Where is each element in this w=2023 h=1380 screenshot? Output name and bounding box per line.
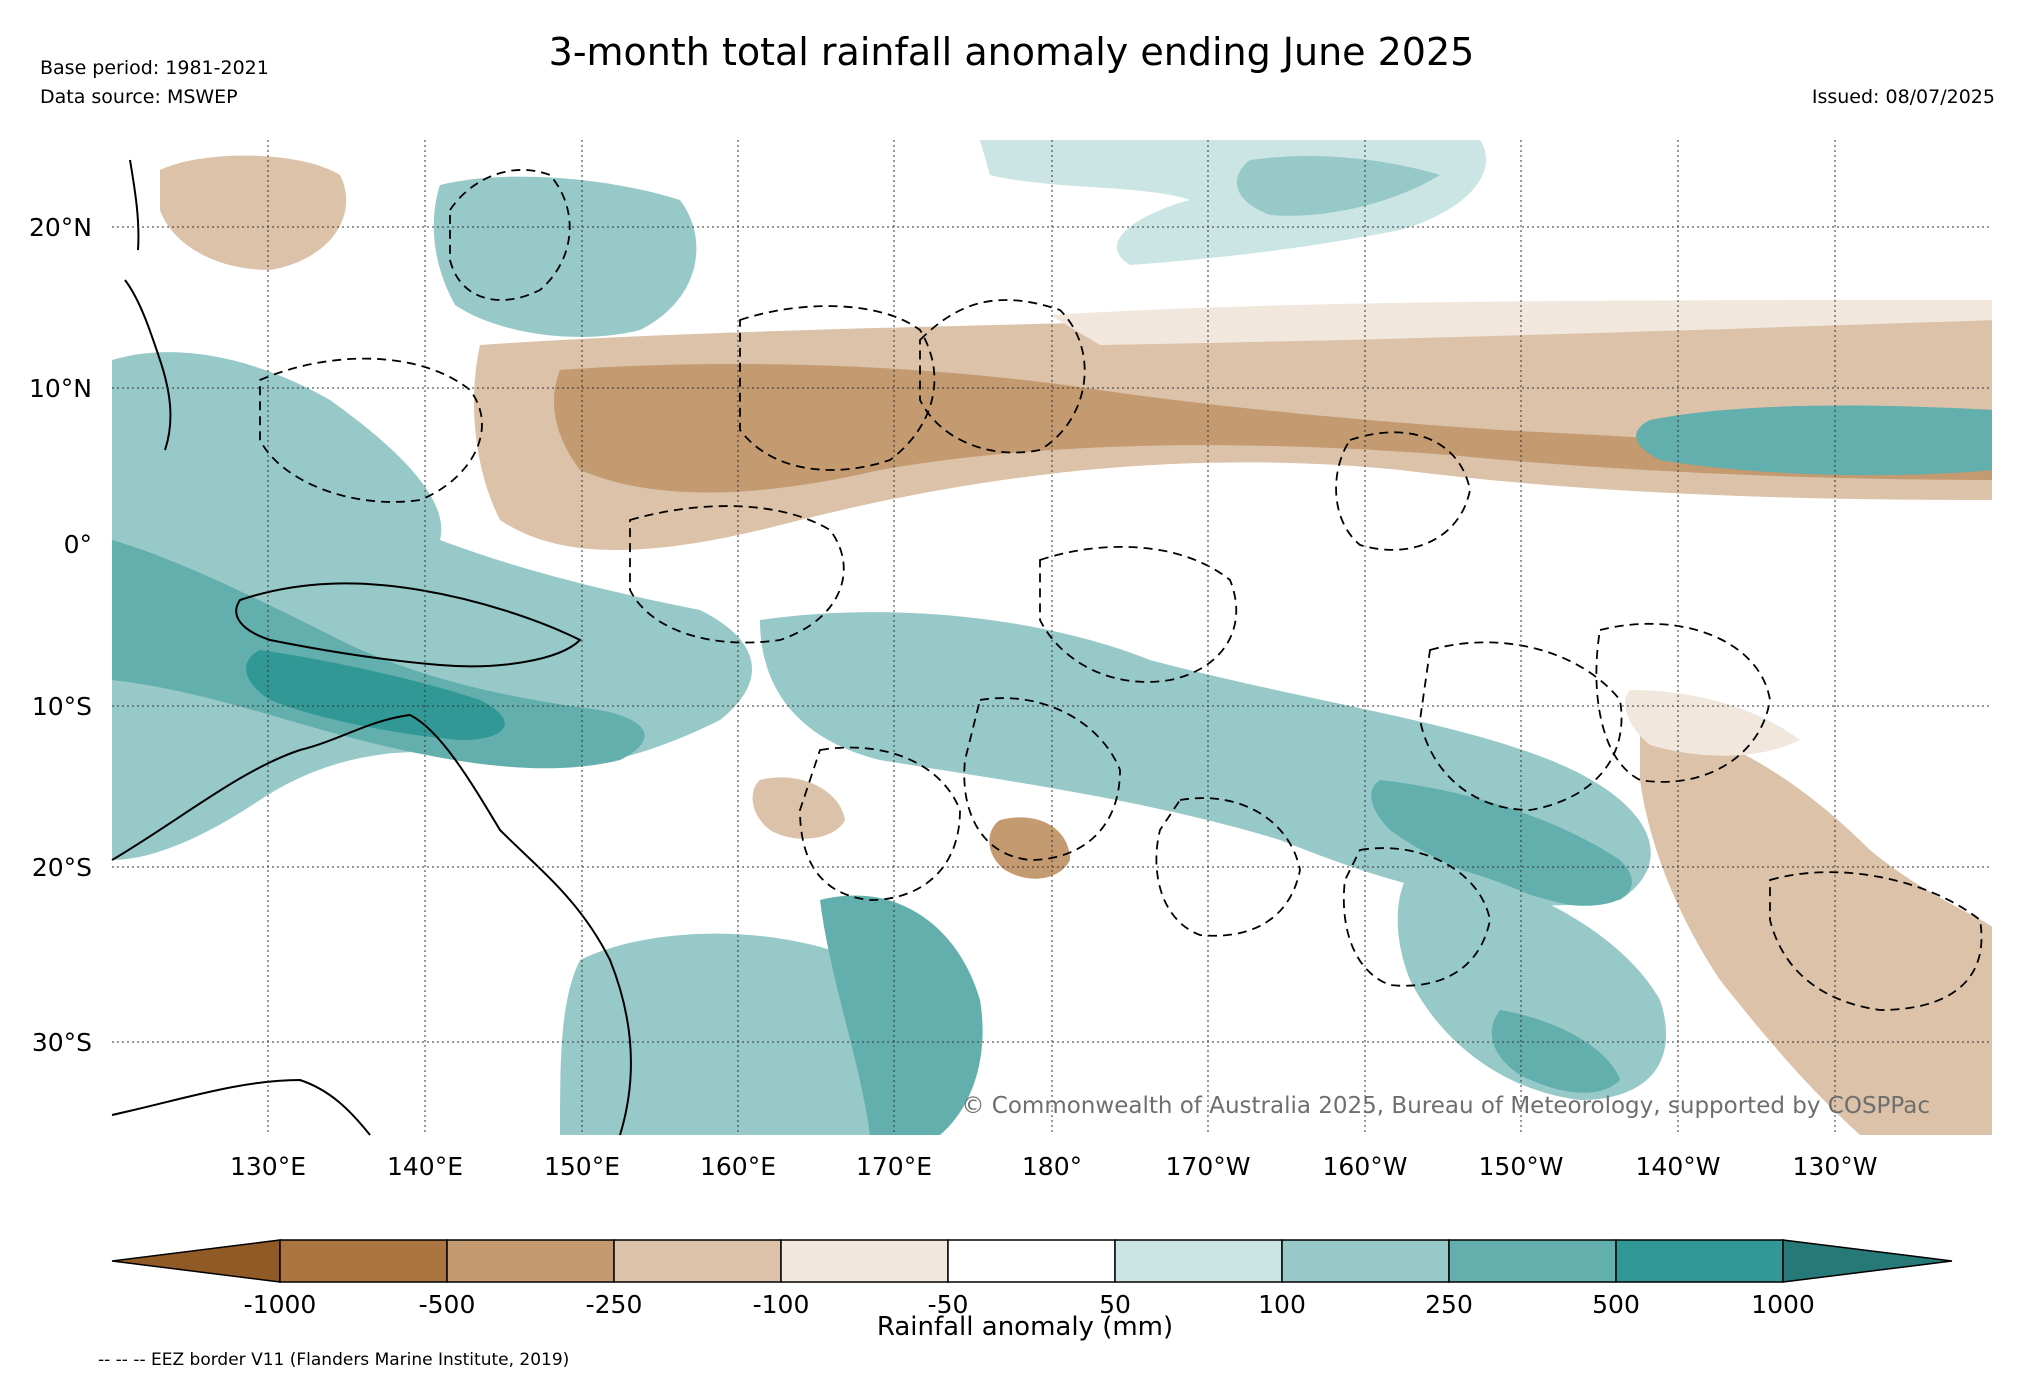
australia-south-coast [111, 1078, 371, 1136]
dry-region-southeast [1640, 720, 1992, 1135]
dry-band-light-north [1050, 300, 1992, 345]
chart-title: 3-month total rainfall anomaly ending Ju… [548, 30, 1475, 74]
wet-band-south-east-core [1371, 780, 1632, 906]
png-coastline [235, 582, 582, 668]
eez-footnote: -- -- -- EEZ border V11 (Flanders Marine… [98, 1350, 570, 1370]
anomaly-field [112, 140, 1992, 1135]
lon-label-150e: 150°E [544, 1152, 620, 1181]
lon-label-170e: 170°E [856, 1152, 932, 1181]
wet-region-west-pacific-core [112, 540, 645, 769]
lon-label-130w: 130°W [1793, 1152, 1878, 1181]
colorbar-tick-label: -1000 [244, 1290, 317, 1319]
lat-label-equator: 0° [64, 530, 92, 559]
lon-label-140w: 140°W [1636, 1152, 1721, 1181]
colorbar-segment [446, 1239, 615, 1283]
colorbar-tick-label: 100 [1258, 1290, 1306, 1319]
colorbar-segments [111, 1239, 1953, 1283]
colorbar-tick-label: -500 [419, 1290, 476, 1319]
graticule [112, 140, 1992, 1135]
colorbar-tick-label: 50 [1099, 1290, 1131, 1319]
lat-label-30s: 30°S [32, 1028, 92, 1057]
australia-coastline [111, 713, 632, 1136]
data-source-text: Data source: MSWEP [40, 86, 238, 108]
lat-label-10n: 10°N [29, 374, 92, 403]
dry-patch-south-central [989, 817, 1070, 879]
dry-band-core [554, 364, 1992, 493]
colorbar-extend-high [1782, 1239, 1953, 1283]
dry-patch-south-west [752, 777, 845, 839]
colorbar-extend-low [111, 1239, 281, 1283]
colorbar-tick-label: 250 [1425, 1290, 1473, 1319]
lon-label-150w: 150°W [1479, 1152, 1564, 1181]
colorbar-segment [1114, 1239, 1283, 1283]
wet-band-southwest-core [820, 895, 983, 1135]
lat-label-20s: 20°S [32, 853, 92, 882]
colorbar-segment [947, 1239, 1116, 1283]
colorbar-segment [1615, 1239, 1784, 1283]
eez-borders [259, 169, 1983, 1011]
lon-label-140e: 140°E [387, 1152, 463, 1181]
base-period-text: Base period: 1981-2021 [40, 57, 269, 79]
lon-label-160e: 160°E [700, 1152, 776, 1181]
colorbar-tick-label: 1000 [1751, 1290, 1815, 1319]
lon-label-180: 180° [1022, 1152, 1082, 1181]
colorbar-segment [279, 1239, 448, 1283]
issued-date-text: Issued: 08/07/2025 [1811, 86, 1995, 108]
colorbar-segment [1281, 1239, 1450, 1283]
colorbar-segment [1448, 1239, 1617, 1283]
colorbar-ticks: -1000 -500 -250 -100 -50 50 100 250 500 1000 [244, 1290, 1815, 1319]
colorbar-tick-label: -50 [928, 1290, 969, 1319]
colorbar-label: Rainfall anomaly (mm) [876, 1312, 1174, 1342]
lat-label-20n: 20°N [29, 213, 92, 242]
lon-label-160w: 160°W [1323, 1152, 1408, 1181]
colorbar-segment [780, 1239, 949, 1283]
colorbar-tick-label: 500 [1592, 1290, 1640, 1319]
wet-region-north-central [433, 176, 697, 337]
wet-patch-east-equator [1636, 405, 1992, 476]
wet-band-southeast-south [1397, 860, 1667, 1100]
wet-patch-southeast-core [1491, 1010, 1620, 1093]
colorbar-segment [613, 1239, 782, 1283]
dry-region-northwest [160, 155, 347, 270]
lon-label-170w: 170°W [1166, 1152, 1251, 1181]
philippines-coastline [124, 159, 172, 451]
colorbar-tick-label: -250 [586, 1290, 643, 1319]
colorbar-tick-label: -100 [753, 1290, 810, 1319]
wet-region-north-east-core [1236, 155, 1440, 216]
wet-region-png-core [246, 650, 505, 740]
lat-label-10s: 10°S [32, 692, 92, 721]
copyright-notice: © Commonwealth of Australia 2025, Bureau… [961, 1093, 1930, 1119]
lon-label-130e: 130°E [230, 1152, 306, 1181]
